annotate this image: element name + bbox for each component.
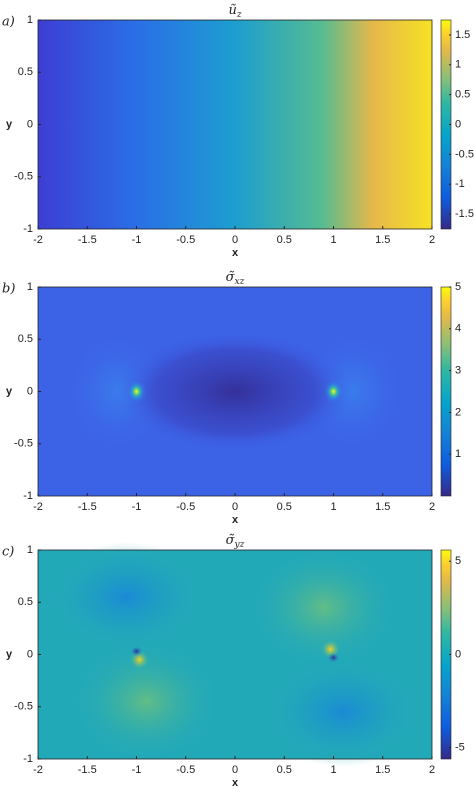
colorbar-tick-label: -1 — [455, 178, 465, 190]
x-tick-label: -1.5 — [78, 234, 97, 246]
colorbar-tick-label: 0.5 — [455, 89, 470, 101]
title-main: ũ — [228, 3, 236, 18]
x-tick-label: -0.5 — [176, 764, 195, 776]
colorbar-tick-label: 5 — [455, 281, 461, 293]
colorbar-tick-label: 0 — [455, 648, 461, 660]
field — [38, 20, 432, 229]
y-tick-label: 1 — [27, 544, 33, 556]
colorbar-tick-label: 3 — [455, 365, 461, 377]
colorbar-tick-label: 1.5 — [455, 29, 470, 41]
field-spot — [130, 646, 143, 657]
x-axis-label: x — [232, 514, 239, 526]
field-lobe — [46, 542, 207, 653]
x-axis-label: x — [232, 777, 239, 789]
title-subscript: xz — [235, 277, 245, 287]
y-tick-label: 0.5 — [18, 596, 33, 608]
x-tick-label: 0 — [232, 764, 238, 776]
x-tick-label: 1 — [330, 764, 336, 776]
y-axis-label: y — [6, 385, 13, 397]
x-tick-label: -0.5 — [176, 501, 195, 513]
x-tick-label: 0 — [232, 501, 238, 513]
y-tick-label: 0.5 — [18, 333, 33, 345]
x-tick-label: 1.5 — [375, 234, 390, 246]
field-lobe — [263, 656, 424, 767]
x-tick-label: -1 — [132, 234, 142, 246]
panel-title: σ̃xz — [226, 270, 245, 287]
y-tick-label: 1 — [27, 14, 33, 26]
x-tick-label: 2 — [429, 764, 435, 776]
field-core — [120, 331, 350, 452]
y-tick-label: 0 — [27, 385, 33, 397]
panel-label: a) — [2, 15, 15, 30]
y-tick-label: -1 — [23, 490, 33, 502]
colorbar-tick-label: 1 — [455, 448, 461, 460]
x-tick-label: 2 — [429, 234, 435, 246]
x-tick-label: -1 — [132, 501, 142, 513]
colorbar-tick-label: 5 — [455, 555, 461, 567]
field-spot — [126, 379, 147, 404]
x-tick-label: 1.5 — [375, 501, 390, 513]
colorbar-tick-label: 4 — [455, 323, 461, 335]
y-tick-label: 0 — [27, 648, 33, 660]
x-tick-label: -2 — [33, 501, 43, 513]
x-tick-label: 0.5 — [277, 234, 292, 246]
x-tick-label: 0.5 — [277, 501, 292, 513]
x-tick-label: -2 — [33, 234, 43, 246]
x-tick-label: 2 — [429, 501, 435, 513]
x-tick-label: -1.5 — [78, 501, 97, 513]
panel-label: c) — [2, 545, 14, 560]
y-axis-label: y — [6, 648, 13, 660]
field-lobe — [248, 547, 399, 668]
x-tick-label: -0.5 — [176, 234, 195, 246]
y-tick-label: -1 — [23, 223, 33, 235]
panel-title: ũz — [228, 3, 241, 20]
field-lobe — [71, 641, 222, 762]
colorbar — [440, 286, 452, 497]
y-axis-label: y — [6, 118, 13, 130]
colorbar-tick-label: -0.5 — [455, 148, 474, 160]
title-subscript: yz — [234, 540, 245, 550]
panel-label: b) — [2, 282, 15, 297]
panel-title: σ̃yz — [226, 533, 245, 550]
colorbar-tick-label: 1 — [455, 59, 461, 71]
x-tick-label: -1 — [132, 764, 142, 776]
y-tick-label: -1 — [23, 753, 33, 765]
field-spot — [327, 652, 340, 663]
x-tick-label: 0.5 — [277, 764, 292, 776]
colorbar-tick-label: 0 — [455, 118, 461, 130]
y-tick-label: 1 — [27, 281, 33, 293]
y-tick-label: -0.5 — [14, 701, 33, 713]
y-tick-label: -0.5 — [14, 171, 33, 183]
y-tick-label: -0.5 — [14, 438, 33, 450]
title-main: σ̃ — [226, 533, 236, 548]
title-subscript: z — [236, 10, 242, 20]
colorbar-tick-label: -1.5 — [455, 208, 474, 220]
x-axis-label: x — [232, 247, 239, 259]
field-spot — [323, 379, 344, 404]
x-tick-label: 1 — [330, 234, 336, 246]
colorbar-tick-label: 2 — [455, 406, 461, 418]
y-tick-label: 0 — [27, 118, 33, 130]
title-main: σ̃ — [226, 270, 236, 285]
x-tick-label: -2 — [33, 764, 43, 776]
colorbar-tick-label: -5 — [455, 742, 465, 754]
x-tick-label: 1.5 — [375, 764, 390, 776]
x-tick-label: -1.5 — [78, 764, 97, 776]
y-tick-label: 0.5 — [18, 66, 33, 78]
x-tick-label: 1 — [330, 501, 336, 513]
x-tick-label: 0 — [232, 234, 238, 246]
